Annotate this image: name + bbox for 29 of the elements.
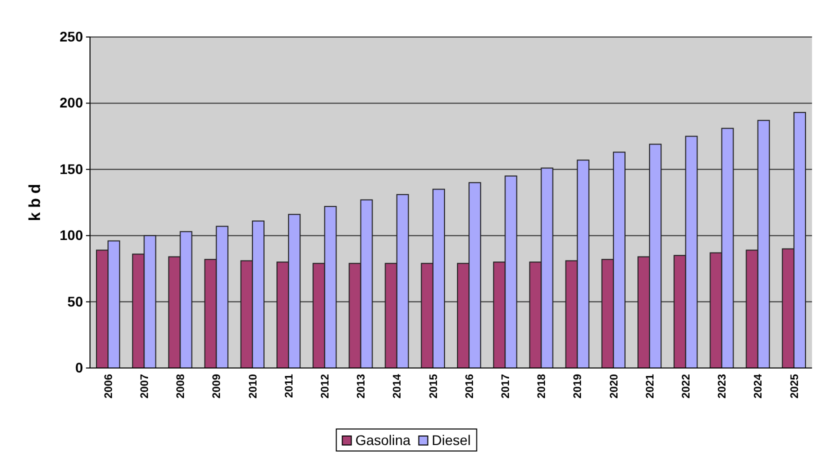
x-tick-label: 2014 — [392, 373, 404, 398]
x-tick-label: 2025 — [788, 374, 801, 398]
x-tick-label: 2006 — [102, 374, 115, 398]
x-tick-label: 2024 — [752, 373, 765, 398]
x-tick-label: 2019 — [572, 374, 584, 398]
x-tick-label: 2018 — [536, 374, 548, 398]
y-tick-label: 250 — [60, 28, 84, 44]
y-tick-label: 200 — [60, 94, 84, 111]
x-tick-label: 2012 — [320, 374, 332, 398]
legend-label: Gasolina — [355, 432, 411, 448]
x-tick-label: 2021 — [644, 374, 656, 398]
x-tick-label: 2017 — [500, 374, 512, 398]
x-tick-label: 2010 — [247, 374, 260, 398]
y-tick-label: 50 — [67, 293, 84, 310]
x-tick-label: 2015 — [428, 374, 440, 398]
x-tick-label: 2016 — [464, 374, 476, 398]
y-axis-title: k b d — [27, 184, 44, 222]
x-tick-label: 2008 — [175, 374, 188, 398]
y-tick-label: 100 — [60, 227, 84, 244]
legend-label: Diesel — [432, 432, 471, 448]
y-tick-label: 150 — [60, 160, 84, 177]
x-tick-label: 2023 — [716, 374, 729, 398]
x-tick-label: 2013 — [356, 374, 368, 398]
x-tick-label: 2007 — [139, 374, 151, 398]
x-tick-label: 2020 — [608, 374, 620, 398]
x-tick-label: 2011 — [283, 374, 296, 398]
x-tick-label: 2022 — [680, 374, 692, 398]
x-tick-label: 2009 — [211, 374, 224, 398]
y-tick-label: 0 — [75, 359, 84, 376]
